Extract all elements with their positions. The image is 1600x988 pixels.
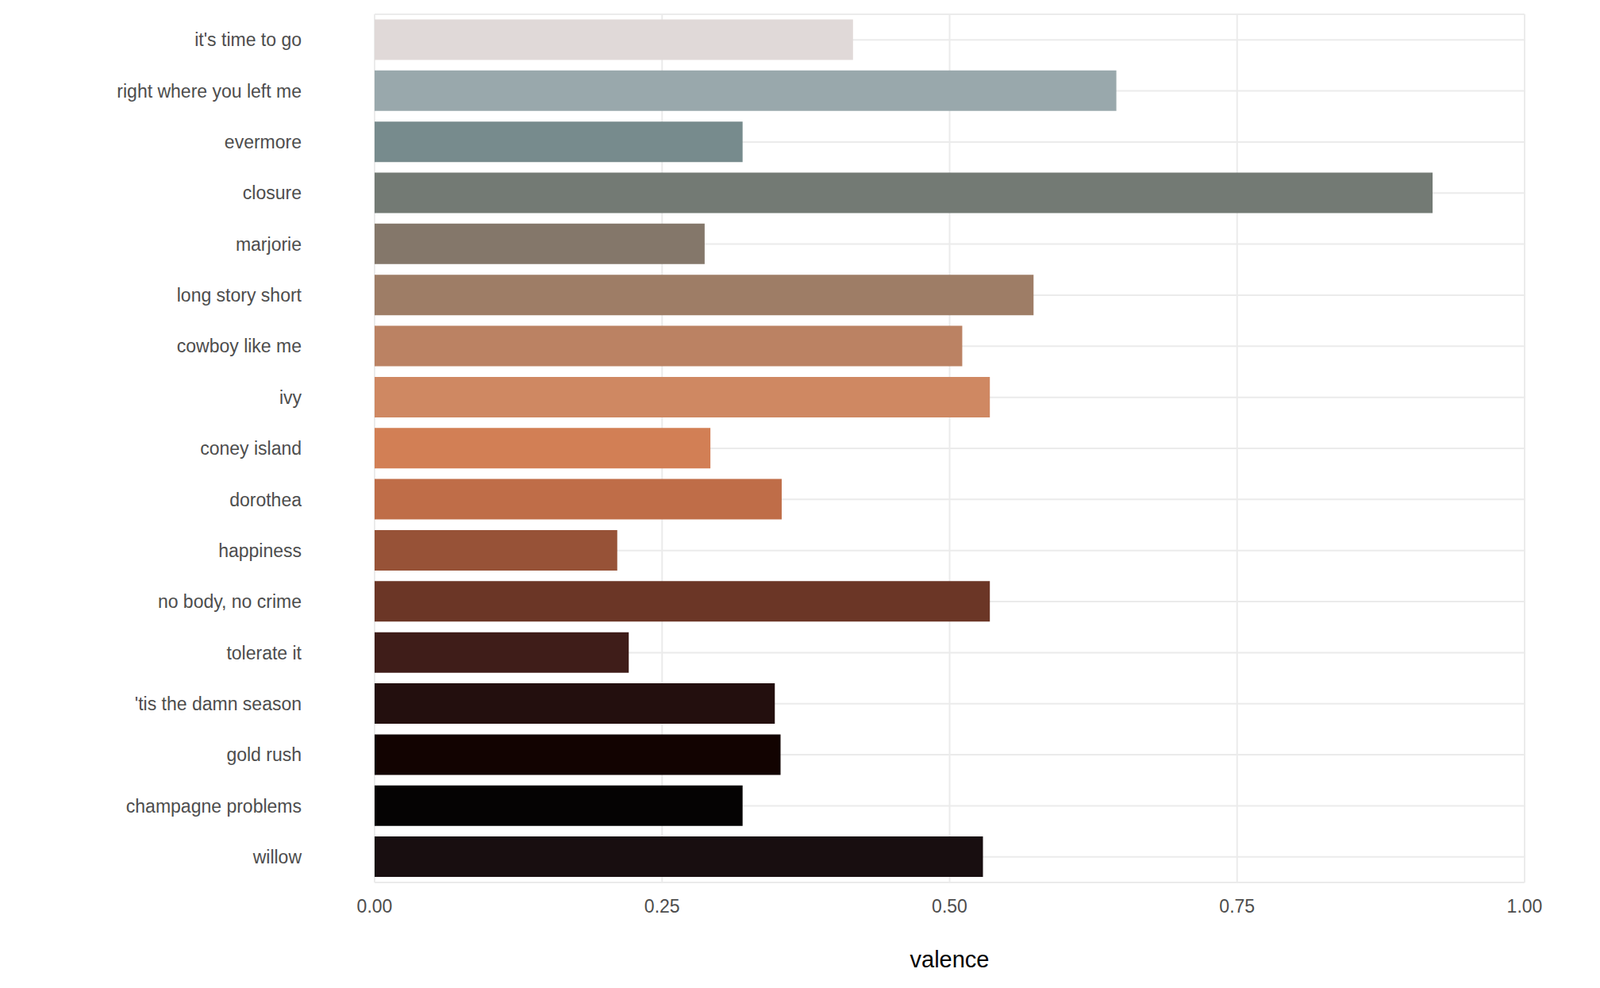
svg-text:valence: valence	[910, 946, 990, 973]
svg-text:willow: willow	[252, 846, 303, 868]
svg-text:0.25: 0.25	[644, 896, 681, 917]
svg-text:'tis the damn season: 'tis the damn season	[134, 693, 302, 715]
svg-text:dorothea: dorothea	[229, 489, 302, 511]
svg-text:it's time to go: it's time to go	[194, 29, 302, 50]
svg-text:cowboy like me: cowboy like me	[176, 335, 302, 357]
svg-text:ivy: ivy	[279, 387, 303, 408]
svg-text:0.50: 0.50	[931, 896, 968, 917]
svg-text:closure: closure	[242, 182, 302, 204]
svg-text:0.75: 0.75	[1219, 896, 1255, 917]
svg-text:evermore: evermore	[224, 131, 302, 153]
svg-text:champagne problems: champagne problems	[126, 796, 302, 817]
svg-text:right where you left me: right where you left me	[116, 80, 302, 102]
svg-text:marjorie: marjorie	[235, 234, 302, 255]
svg-text:tolerate it: tolerate it	[226, 642, 302, 664]
svg-text:happiness: happiness	[218, 540, 302, 562]
svg-text:1.00: 1.00	[1507, 896, 1543, 917]
svg-text:long story short: long story short	[176, 284, 303, 306]
svg-text:no body, no crime: no body, no crime	[157, 591, 302, 612]
svg-text:0.00: 0.00	[357, 896, 393, 917]
svg-text:gold rush: gold rush	[226, 744, 302, 766]
svg-text:coney island: coney island	[200, 438, 302, 459]
